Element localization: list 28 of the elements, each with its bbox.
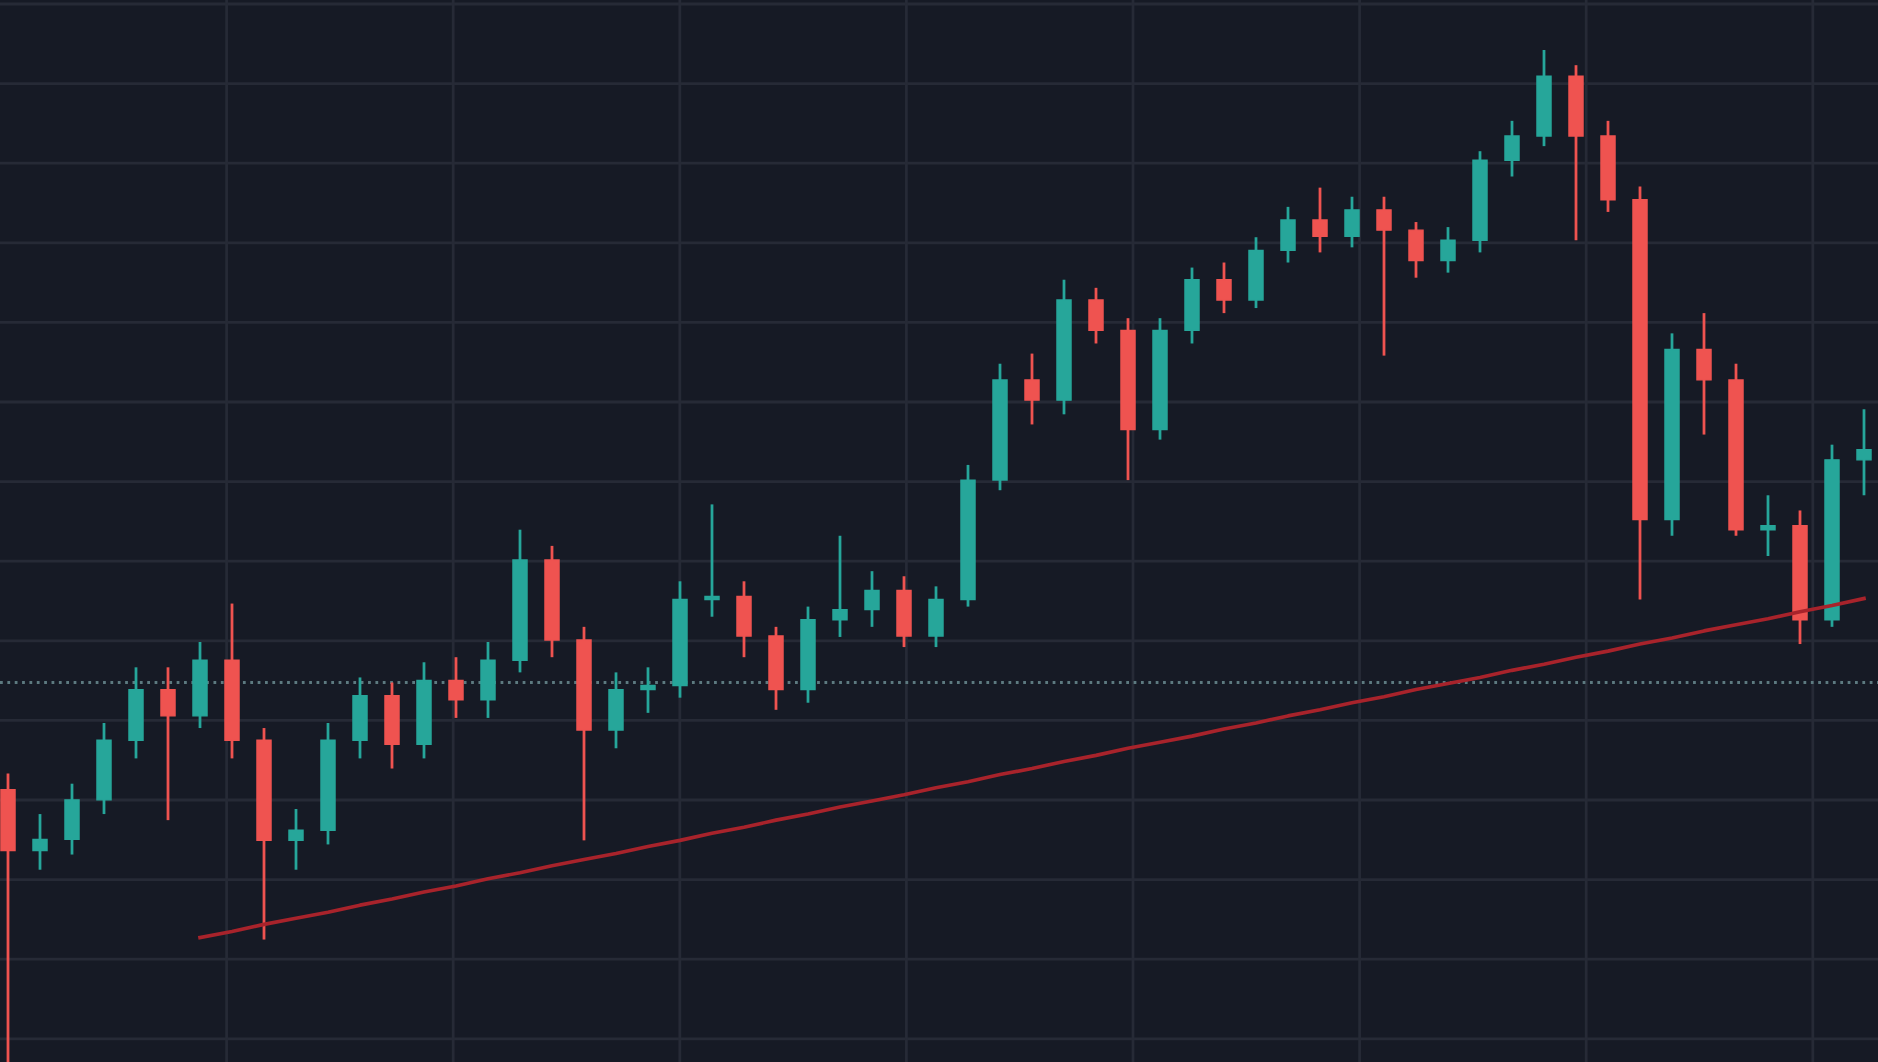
candlestick [864, 569, 880, 629]
candlestick [1440, 225, 1456, 275]
candlestick [1024, 352, 1040, 426]
candlestick [1504, 119, 1520, 178]
candlestick [480, 640, 496, 720]
candlestick [1376, 195, 1392, 358]
candlestick [832, 534, 848, 639]
candlestick [608, 670, 624, 750]
candlestick [1856, 407, 1872, 497]
candlestick [1760, 493, 1776, 558]
candlestick [704, 503, 720, 619]
candlestick [288, 807, 304, 872]
candlestick [1696, 311, 1712, 436]
candlestick [896, 574, 912, 649]
candlestick [1344, 195, 1360, 249]
candlestick [448, 655, 464, 720]
candlestick [1408, 220, 1424, 280]
candlestick [32, 812, 48, 872]
candlestick [1312, 186, 1328, 254]
candlestick [1088, 286, 1104, 345]
candlestick [64, 782, 80, 856]
candlestick [928, 584, 944, 649]
candlestick [352, 676, 368, 760]
candlestick [160, 665, 176, 822]
candlestick [736, 579, 752, 659]
candlestick [1216, 261, 1232, 315]
candlestick [1280, 205, 1296, 264]
candlestick [640, 665, 656, 715]
